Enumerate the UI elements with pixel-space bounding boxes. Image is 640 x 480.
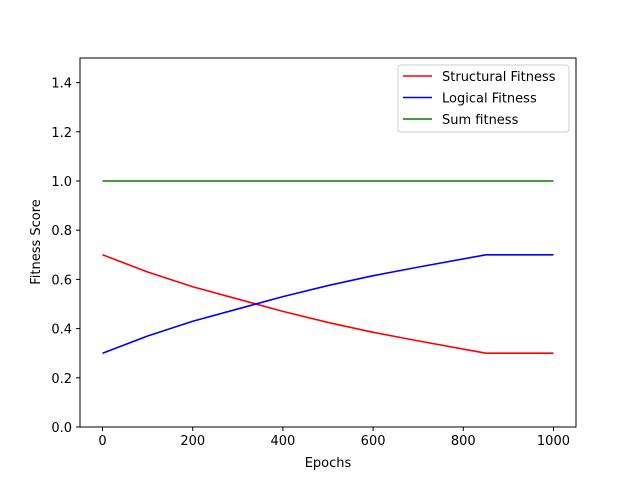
axes-layer: 0 200 400 600 800 1000 0.0 0.2 0.4 0.6 0.8 1.0 1.2 1.… bbox=[51, 57, 577, 449]
x-tick-label: 1000 bbox=[537, 434, 570, 449]
y-tick-label: 0.0 bbox=[51, 421, 72, 436]
y-tick-label: 1.0 bbox=[51, 175, 72, 190]
legend-entry-1: Logical Fitness bbox=[442, 92, 537, 107]
legend: Structural Fitness Logical Fitness Sum fit… bbox=[397, 64, 570, 133]
legend-entry-2: Sum fitness bbox=[442, 113, 519, 128]
x-tick-label: 400 bbox=[270, 434, 295, 449]
x-tick-label: 0 bbox=[98, 434, 106, 449]
y-axis-label: Fitness Score bbox=[29, 199, 44, 285]
series-layer bbox=[102, 180, 554, 355]
y-tick-label: 0.4 bbox=[51, 323, 72, 338]
x-tick-label: 600 bbox=[361, 434, 386, 449]
y-tick-label: 0.2 bbox=[51, 372, 72, 387]
y-tick-label: 0.8 bbox=[51, 224, 72, 239]
x-tick-label: 800 bbox=[451, 434, 476, 449]
x-axis-label: Epochs bbox=[305, 456, 352, 471]
x-tick-label: 200 bbox=[180, 434, 205, 449]
y-tick-label: 1.2 bbox=[51, 126, 72, 141]
y-tick-label: 1.4 bbox=[51, 77, 72, 92]
legend-entry-0: Structural Fitness bbox=[442, 70, 556, 85]
legend-box bbox=[397, 64, 570, 133]
plot-frame bbox=[79, 57, 577, 428]
series-line-1 bbox=[102, 254, 554, 354]
series-line-0 bbox=[102, 254, 554, 355]
y-tick-label: 0.6 bbox=[51, 273, 72, 288]
